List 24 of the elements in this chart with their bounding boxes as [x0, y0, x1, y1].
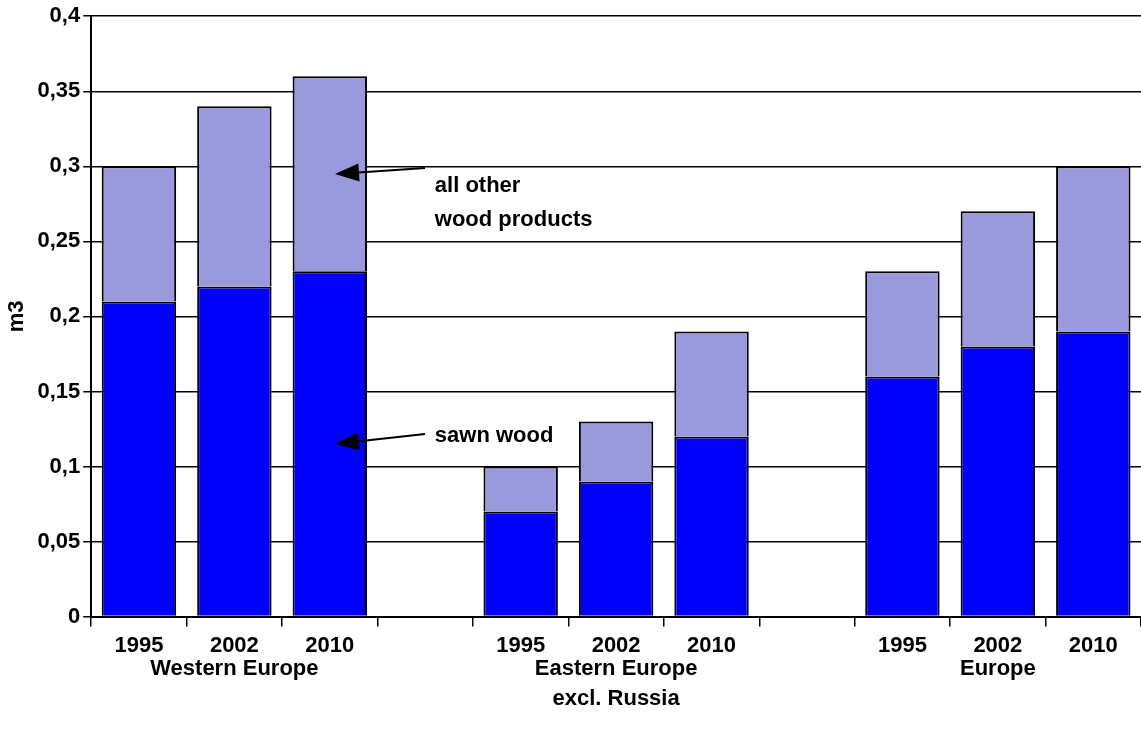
x-tick-label: 1995: [877, 631, 927, 657]
text: Western Europe: [150, 654, 319, 680]
x-tick-label: 2010: [687, 631, 737, 657]
y-tick-label: 0,3: [49, 152, 81, 178]
x-tick-label: 2002: [209, 631, 259, 657]
y-tick-label: 0: [67, 602, 81, 628]
x-tick-label: 1995: [114, 631, 164, 657]
y-tick-label: 0,1: [49, 452, 81, 478]
x-tick-label: 2002: [973, 631, 1023, 657]
y-tick-label: 0,35: [37, 77, 81, 103]
y-axis-title: m3: [3, 300, 29, 333]
x-tick-label: 2010: [1068, 631, 1118, 657]
y-tick-label: 0,05: [37, 527, 81, 553]
text: sawn wood: [434, 421, 554, 447]
x-tick-label: 1995: [496, 631, 546, 657]
text: Europe: [959, 654, 1036, 680]
x-tick-label: 2002: [591, 631, 641, 657]
y-tick-label: 0,25: [37, 227, 81, 253]
y-tick-label: 0,15: [37, 377, 81, 403]
x-tick-label: 2010: [305, 631, 355, 657]
text: all other wood products: [433, 171, 593, 231]
y-tick-label: 0,4: [49, 2, 81, 28]
y-tick-label: 0,2: [49, 302, 81, 328]
text: Eastern Europe excl. Russia: [534, 654, 698, 710]
